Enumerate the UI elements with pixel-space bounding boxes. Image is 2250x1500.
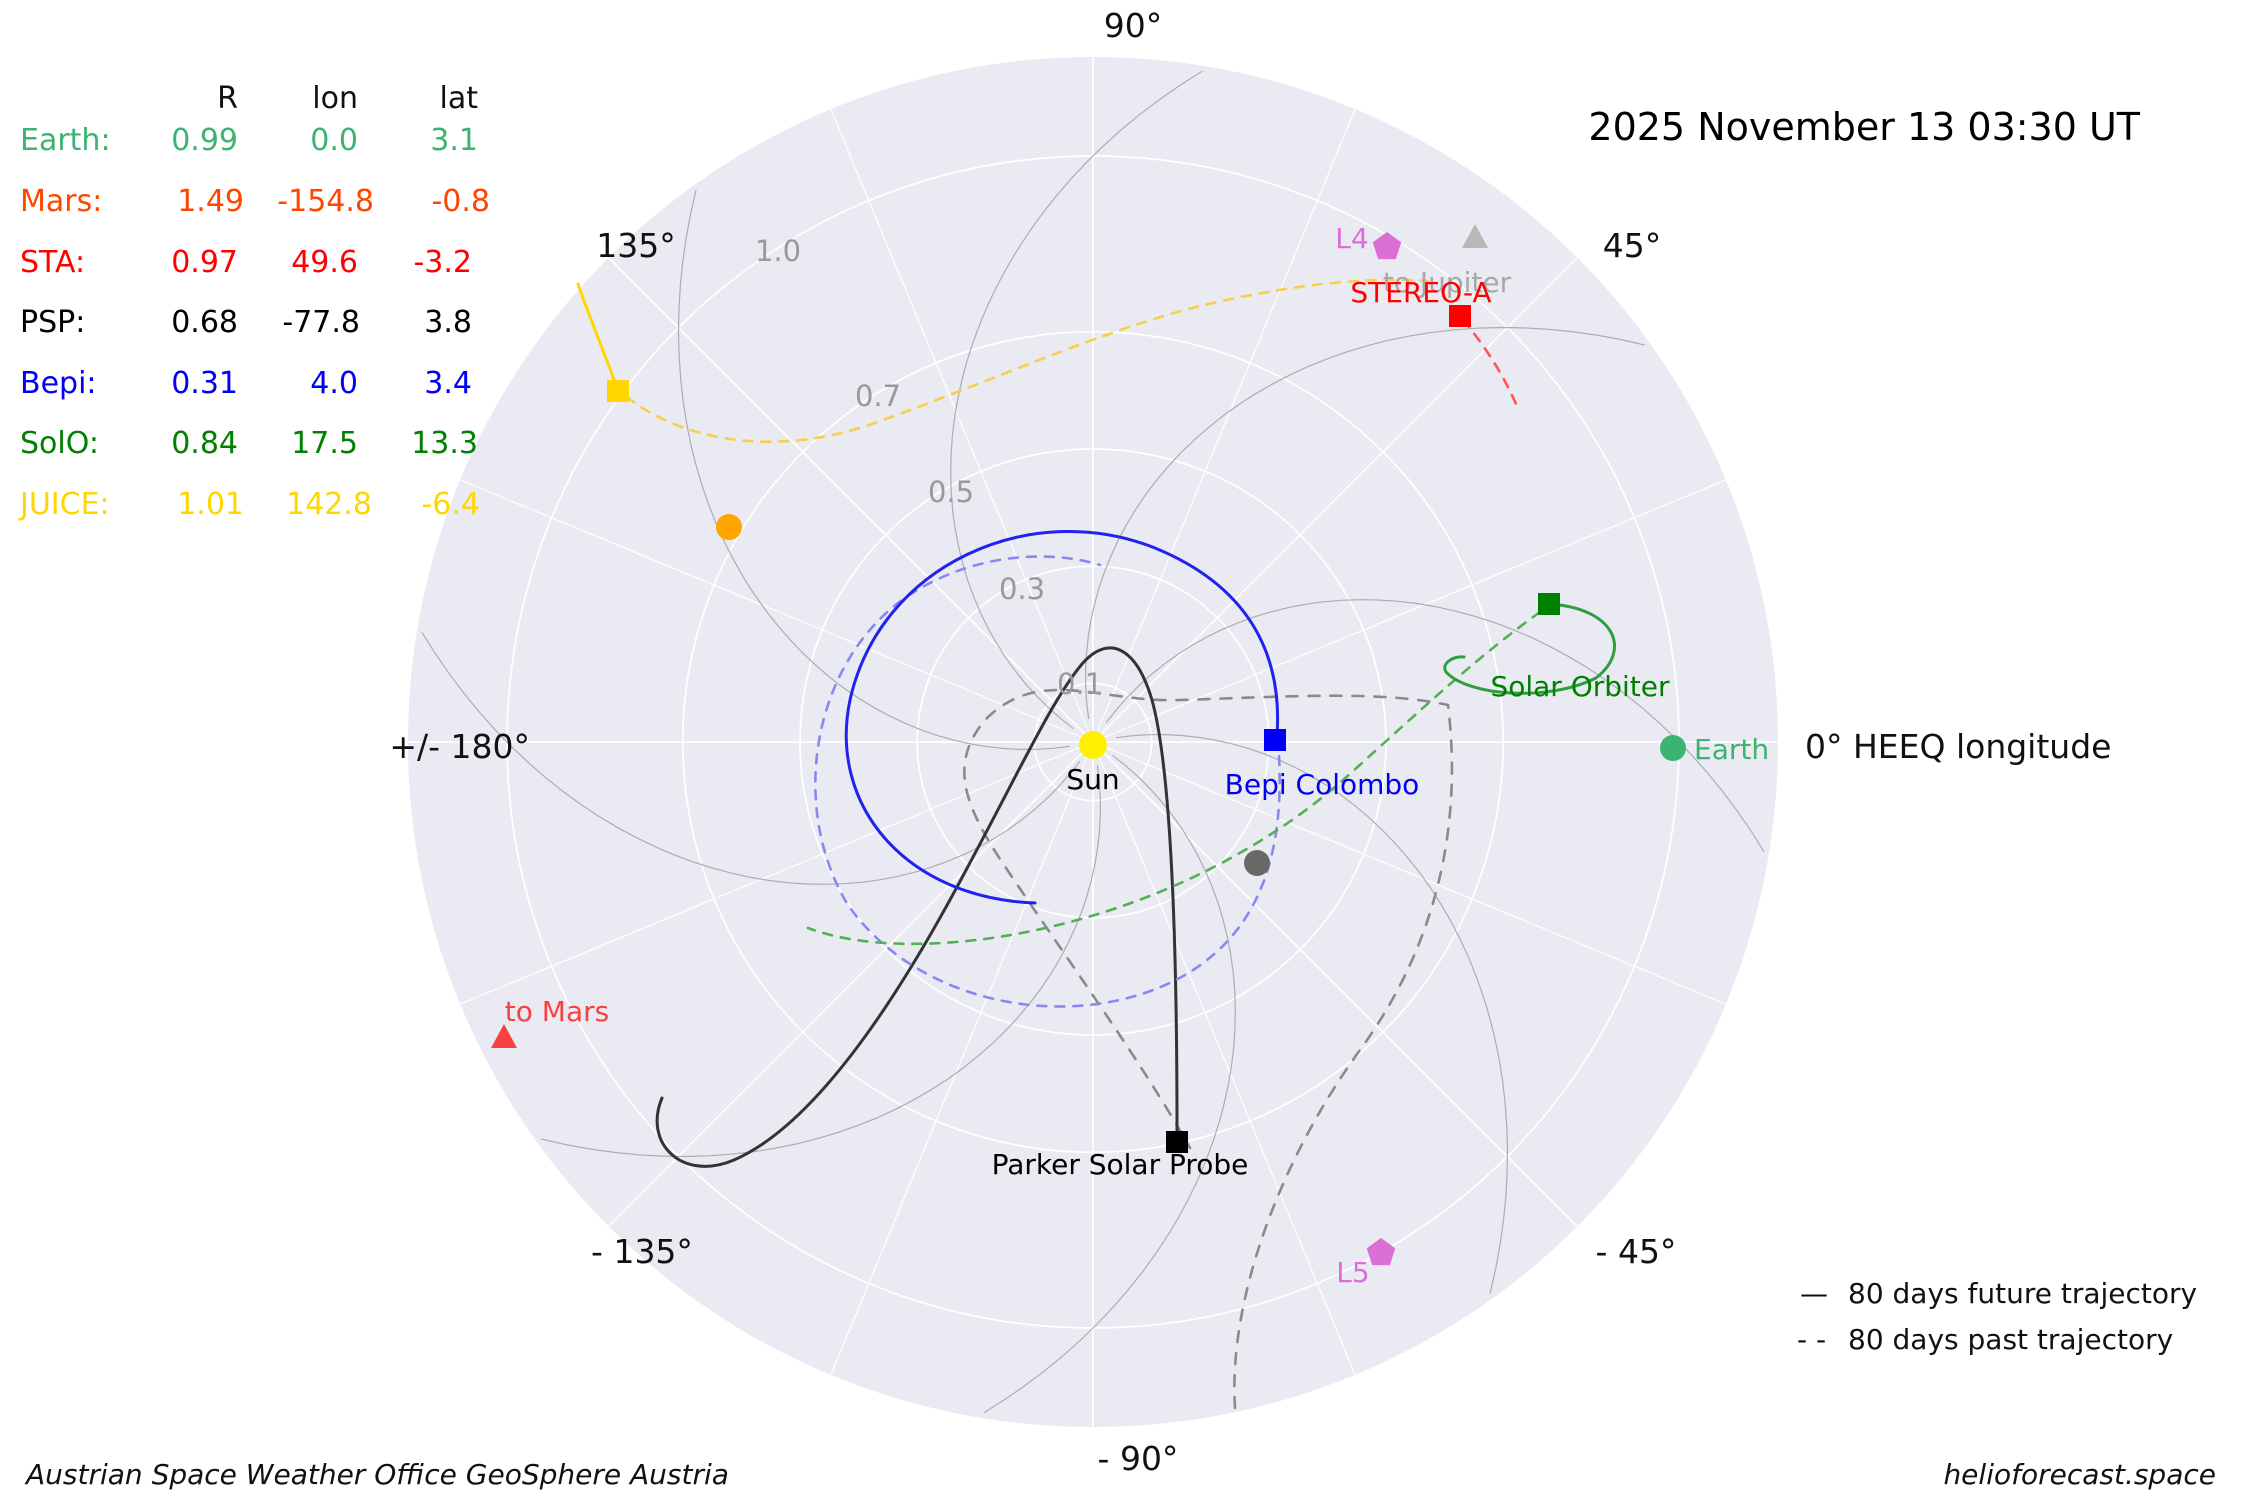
axis-label-minus-135: - 135° [591,1232,693,1271]
axis-label-minus-90: - 90° [1098,1439,1179,1478]
psp-past-trajectory [963,688,1454,1410]
table-row-earth-lon: 0.0 [310,123,358,158]
sun-marker [1079,731,1107,759]
table-row-mars-r: 1.49 [177,184,244,219]
table-row-earth-r: 0.99 [171,123,238,158]
l4-label: L4 [1335,222,1368,255]
stereo-a-label: STEREO-A [1350,276,1491,309]
table-row-solo-name: SolO: [20,426,99,461]
legend-future-dash-symbol: — [1800,1277,1828,1310]
footer-website: helioforecast.space [1943,1458,2216,1491]
table-header-lon: lon [312,81,358,116]
solo-marker [1538,593,1560,615]
sun-label: Sun [1066,763,1119,796]
to-jupiter-marker [1462,224,1488,248]
axis-label-45: 45° [1603,226,1662,265]
solo-future-trajectory [1443,602,1616,695]
bepi-future-trajectory [844,530,1280,905]
table-row-earth-name: Earth: [20,123,111,158]
bepi-label: Bepi Colombo [1225,768,1420,801]
ring-label-0-5: 0.5 [928,475,974,509]
trajectory-legend: — 80 days future trajectory - - 80 days … [1797,1277,2197,1356]
earth-marker [1660,735,1686,761]
table-row-bepi-lat: 3.4 [424,366,472,401]
axis-label-minus-45: - 45° [1596,1232,1677,1271]
to-mars-label: to Mars [505,995,609,1028]
position-table: R lon lat Earth: 0.99 0.0 3.1 Mars: 1.49… [18,81,490,522]
polar-grid [408,57,1778,1427]
axis-label-0-heeq: 0° HEEQ longitude [1805,727,2111,766]
legend-past-label: 80 days past trajectory [1848,1323,2173,1356]
table-row-psp-lat: 3.8 [424,305,472,340]
mercury-marker [1244,850,1270,876]
datetime-title: 2025 November 13 03:30 UT [1588,105,2140,149]
table-row-psp-lon: -77.8 [282,305,360,340]
table-row-mars-name: Mars: [20,184,102,219]
table-row-bepi-name: Bepi: [20,366,97,401]
solo-past-trajectory [806,610,1542,946]
psp-future-trajectory [655,646,1179,1168]
table-row-psp-r: 0.68 [171,305,238,340]
psp-label: Parker Solar Probe [992,1148,1249,1181]
l4-marker [1372,232,1402,260]
stereo-a-past-trajectory [1461,318,1518,406]
stereo-a-marker [1449,305,1471,327]
venus-marker [716,514,742,540]
juice-future-trajectory [576,282,620,392]
table-row-solo-r: 0.84 [171,426,238,461]
to-jupiter-label: to Jupiter [1383,266,1512,299]
axis-label-90: 90° [1104,6,1163,45]
table-row-sta-lon: 49.6 [291,245,358,280]
earth-label: Earth [1694,733,1769,766]
parker-spiral-lines [421,70,1765,1414]
table-row-juice-lat: -6.4 [421,487,480,522]
table-header-r: R [217,81,238,116]
table-row-sta-lat: -3.2 [413,245,472,280]
table-row-juice-lon: 142.8 [286,487,372,522]
table-row-bepi-lon: 4.0 [310,366,358,401]
table-row-sta-name: STA: [20,245,85,280]
table-row-solo-lat: 13.3 [411,426,478,461]
l5-marker [1366,1238,1396,1266]
legend-future-label: 80 days future trajectory [1848,1277,2197,1310]
table-row-psp-name: PSP: [20,305,85,340]
bepi-marker [1264,729,1286,751]
bepi-past-trajectory [814,555,1281,1008]
table-row-solo-lon: 17.5 [291,426,358,461]
axis-label-180: +/- 180° [389,727,530,766]
table-row-bepi-r: 0.31 [171,366,238,401]
trajectories [576,278,1616,1410]
juice-past-trajectory [625,278,1430,444]
l5-label: L5 [1336,1256,1369,1289]
psp-marker [1166,1131,1188,1153]
solo-label: Solar Orbiter [1490,670,1670,703]
table-header-lat: lat [440,81,479,116]
table-row-mars-lat: -0.8 [431,184,490,219]
ring-label-1-0: 1.0 [755,234,801,268]
axis-label-135: 135° [596,226,676,265]
juice-marker [607,380,629,402]
ring-label-0-1: 0.1 [1057,667,1103,701]
footer-credit: Austrian Space Weather Office GeoSphere … [24,1458,729,1491]
ring-label-0-3: 0.3 [999,572,1045,606]
table-row-sta-r: 0.97 [171,245,238,280]
table-row-earth-lat: 3.1 [430,123,478,158]
table-row-juice-name: JUICE: [18,487,110,522]
legend-past-dash-symbol: - - [1797,1323,1826,1356]
ring-label-0-7: 0.7 [855,379,901,413]
table-row-juice-r: 1.01 [177,487,244,522]
to-mars-marker [491,1024,517,1048]
table-row-mars-lon: -154.8 [277,184,374,219]
